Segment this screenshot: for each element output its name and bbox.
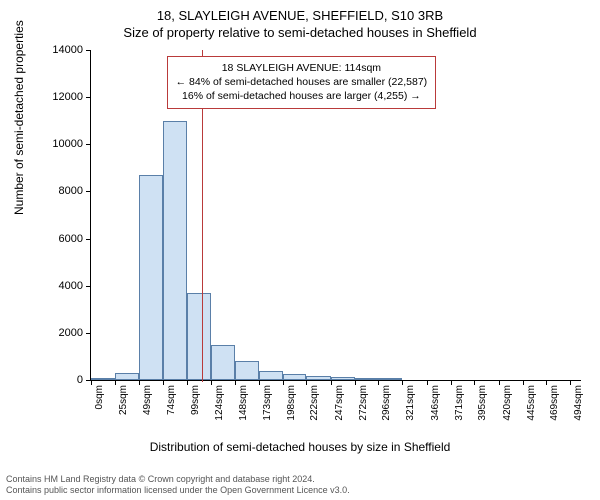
x-tick — [427, 380, 428, 385]
y-tick-label: 10000 — [43, 138, 83, 150]
y-axis-title: Number of semi-detached properties — [12, 20, 26, 215]
footer-line1: Contains HM Land Registry data © Crown c… — [6, 474, 350, 485]
x-tick — [546, 380, 547, 385]
x-tick-label: 198sqm — [286, 385, 297, 421]
x-tick — [306, 380, 307, 385]
histogram-bar — [283, 374, 306, 380]
x-tick — [499, 380, 500, 385]
y-tick — [86, 97, 91, 98]
histogram-bar — [259, 371, 283, 380]
y-tick-label: 2000 — [43, 327, 83, 339]
y-tick — [86, 239, 91, 240]
x-tick-label: 420sqm — [502, 385, 513, 421]
x-tick-label: 272sqm — [358, 385, 369, 421]
x-tick — [474, 380, 475, 385]
x-tick-label: 148sqm — [238, 385, 249, 421]
annotation-line3: 16% of semi-detached houses are larger (… — [176, 89, 428, 103]
histogram-bar — [306, 376, 330, 380]
y-tick — [86, 191, 91, 192]
x-tick — [283, 380, 284, 385]
annotation-line1: 18 SLAYLEIGH AVENUE: 114sqm — [176, 61, 428, 75]
x-tick — [331, 380, 332, 385]
x-tick-label: 494sqm — [573, 385, 584, 421]
x-tick — [355, 380, 356, 385]
x-tick-label: 445sqm — [526, 385, 537, 421]
attribution-footer: Contains HM Land Registry data © Crown c… — [6, 474, 350, 497]
x-tick-label: 25sqm — [118, 385, 129, 415]
y-tick-label: 14000 — [43, 44, 83, 56]
plot-area: 020004000600080001000012000140000sqm25sq… — [90, 50, 581, 381]
histogram-bar — [378, 378, 402, 380]
x-tick-label: 124sqm — [214, 385, 225, 421]
histogram-bar — [163, 121, 187, 380]
x-axis-title: Distribution of semi-detached houses by … — [0, 440, 600, 454]
chart-title-desc: Size of property relative to semi-detach… — [0, 23, 600, 44]
y-tick-label: 0 — [43, 374, 83, 386]
x-tick — [211, 380, 212, 385]
x-tick — [402, 380, 403, 385]
chart-area: 020004000600080001000012000140000sqm25sq… — [60, 50, 580, 430]
y-tick-label: 12000 — [43, 91, 83, 103]
x-tick — [378, 380, 379, 385]
y-tick — [86, 286, 91, 287]
histogram-bar — [355, 378, 378, 380]
y-tick-label: 4000 — [43, 280, 83, 292]
x-tick — [570, 380, 571, 385]
y-tick — [86, 50, 91, 51]
x-tick-label: 74sqm — [166, 385, 177, 415]
x-tick — [235, 380, 236, 385]
x-tick-label: 49sqm — [142, 385, 153, 415]
histogram-bar — [115, 373, 138, 380]
x-tick-label: 99sqm — [190, 385, 201, 415]
x-tick-label: 371sqm — [454, 385, 465, 421]
annotation-line2: ← 84% of semi-detached houses are smalle… — [176, 75, 428, 89]
x-tick-label: 0sqm — [94, 385, 105, 409]
x-tick-label: 247sqm — [334, 385, 345, 421]
x-tick — [187, 380, 188, 385]
x-tick-label: 395sqm — [477, 385, 488, 421]
histogram-bar — [187, 293, 211, 380]
x-tick — [139, 380, 140, 385]
x-tick-label: 173sqm — [262, 385, 273, 421]
histogram-bar — [91, 378, 115, 380]
x-tick — [451, 380, 452, 385]
y-tick — [86, 333, 91, 334]
annotation-box: 18 SLAYLEIGH AVENUE: 114sqm← 84% of semi… — [167, 56, 437, 109]
histogram-bar — [235, 361, 259, 380]
histogram-bar — [331, 377, 355, 380]
y-tick — [86, 144, 91, 145]
x-tick — [259, 380, 260, 385]
footer-line2: Contains public sector information licen… — [6, 485, 350, 496]
x-tick-label: 469sqm — [549, 385, 560, 421]
x-tick — [91, 380, 92, 385]
histogram-bar — [211, 345, 234, 380]
x-tick-label: 346sqm — [430, 385, 441, 421]
y-tick-label: 6000 — [43, 233, 83, 245]
x-tick — [163, 380, 164, 385]
histogram-bar — [139, 175, 163, 380]
x-tick — [115, 380, 116, 385]
x-tick-label: 296sqm — [381, 385, 392, 421]
x-tick — [523, 380, 524, 385]
x-tick-label: 222sqm — [309, 385, 320, 421]
chart-title-address: 18, SLAYLEIGH AVENUE, SHEFFIELD, S10 3RB — [0, 0, 600, 23]
y-tick-label: 8000 — [43, 185, 83, 197]
x-tick-label: 321sqm — [405, 385, 416, 421]
